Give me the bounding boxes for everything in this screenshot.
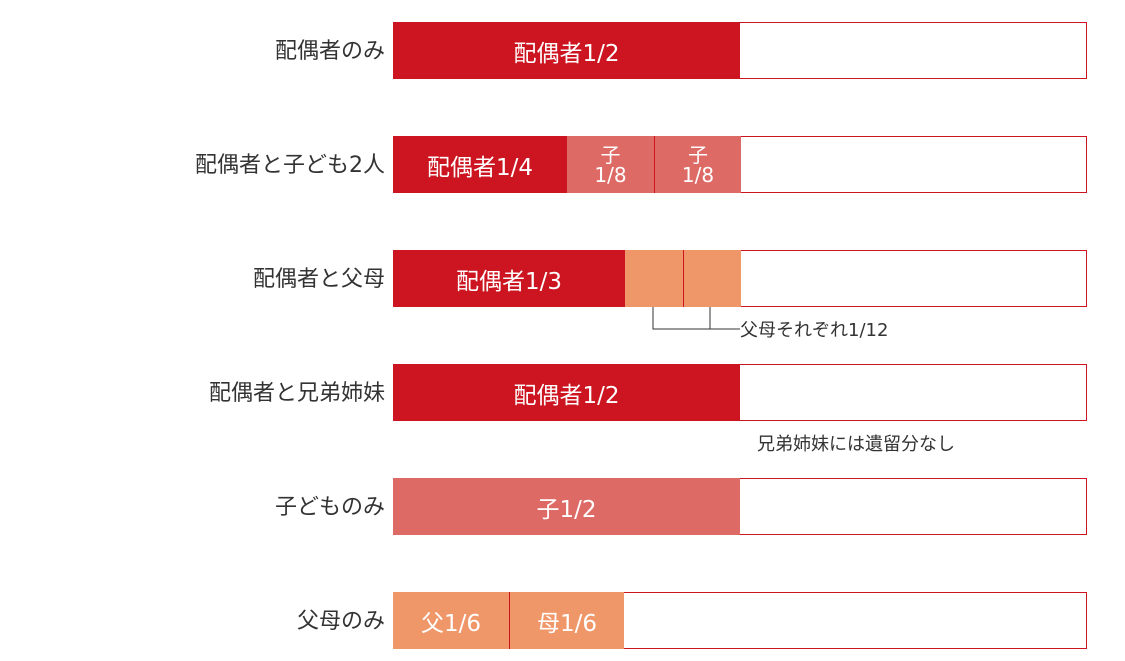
row-label: 配偶者のみ bbox=[274, 39, 385, 64]
row-label: 配偶者と兄弟姉妹 bbox=[208, 381, 385, 406]
row-label: 配偶者と父母 bbox=[252, 267, 385, 292]
share-bar: 父1/6 母1/6 bbox=[393, 592, 1087, 649]
segment-label-bottom: 1/8 bbox=[681, 162, 715, 187]
segment-spouse: 配偶者1/2 bbox=[393, 22, 740, 79]
row-spouse-and-two-children: 配偶者と子ども2人 配偶者1/4 子 1/8 子 1/8 bbox=[0, 136, 1125, 195]
share-bar: 配偶者1/3 bbox=[393, 250, 1087, 307]
segment-label-bottom: 1/8 bbox=[594, 162, 627, 187]
segment-spouse: 配偶者1/4 bbox=[393, 136, 567, 193]
segment-label-top: 子 bbox=[600, 142, 621, 167]
segment-label-top: 子 bbox=[688, 142, 708, 167]
share-bar: 配偶者1/2 bbox=[393, 364, 1087, 421]
row-label: 父母のみ bbox=[296, 609, 385, 634]
segment-father: 父1/6 bbox=[393, 592, 509, 649]
row-spouse-and-siblings: 配偶者と兄弟姉妹 配偶者1/2 bbox=[0, 364, 1125, 423]
segment-child-2: 子 1/8 bbox=[654, 136, 741, 193]
segment-label: 母1/6 bbox=[536, 610, 597, 637]
note-bracket-connector bbox=[652, 307, 740, 330]
row-spouse-only: 配偶者のみ 配偶者1/2 bbox=[0, 22, 1125, 81]
segment-spouse: 配偶者1/3 bbox=[393, 250, 625, 307]
segment-label: 配偶者1/2 bbox=[513, 382, 620, 409]
segment-label: 父1/6 bbox=[420, 610, 481, 637]
segment-child-1: 子 1/8 bbox=[567, 136, 654, 193]
note-siblings-none: 兄弟姉妹には遺留分なし bbox=[757, 434, 955, 455]
segment-label: 子1/2 bbox=[536, 496, 597, 523]
share-bar: 配偶者1/2 bbox=[393, 22, 1087, 79]
segment-label: 配偶者1/4 bbox=[426, 154, 533, 181]
segment-spouse: 配偶者1/2 bbox=[393, 364, 740, 421]
row-children-only: 子どものみ 子1/2 bbox=[0, 478, 1125, 537]
row-spouse-and-parents: 配偶者と父母 配偶者1/3 bbox=[0, 250, 1125, 309]
row-label: 子どものみ bbox=[274, 495, 385, 520]
segment-label: 配偶者1/3 bbox=[455, 268, 562, 295]
segment-mother: 母1/6 bbox=[509, 592, 624, 649]
segment-father bbox=[625, 250, 683, 307]
share-bar: 配偶者1/4 子 1/8 子 1/8 bbox=[393, 136, 1087, 193]
row-label: 配偶者と子ども2人 bbox=[195, 153, 385, 178]
segment-label: 配偶者1/2 bbox=[513, 40, 620, 67]
note-parents-each: 父母それぞれ1/12 bbox=[740, 320, 889, 341]
row-parents-only: 父母のみ 父1/6 母1/6 bbox=[0, 592, 1125, 651]
share-bar: 子1/2 bbox=[393, 478, 1087, 535]
segment-child: 子1/2 bbox=[393, 478, 740, 535]
segment-mother bbox=[683, 250, 741, 307]
